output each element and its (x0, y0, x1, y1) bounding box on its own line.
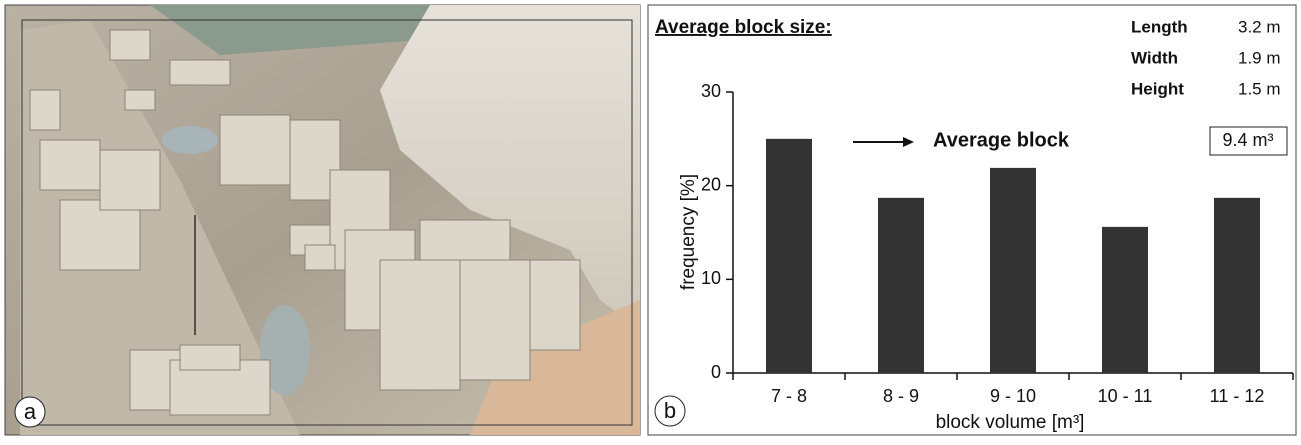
figure: a Average block size: Average block 9.4 … (0, 0, 1301, 440)
puddle (162, 126, 218, 154)
chart-title: Average block size: (655, 17, 832, 38)
x-tick-label: 7 - 8 (771, 386, 807, 406)
x-tick-label: 8 - 9 (883, 386, 919, 406)
x-tick-label: 9 - 10 (990, 386, 1036, 406)
dimension-value: 3.2 m (1238, 17, 1281, 36)
x-axis-label: block volume [m³] (936, 412, 1085, 433)
panel-label: a (24, 399, 37, 424)
y-tick-label: 30 (701, 81, 721, 101)
photo-panel: a (5, 5, 640, 435)
y-tick-label: 20 (701, 174, 721, 194)
y-tick-label: 0 (711, 362, 721, 382)
dimension-name: Width (1131, 48, 1178, 67)
bar (990, 168, 1036, 373)
dimension-name: Length (1131, 17, 1188, 36)
bar (766, 139, 812, 373)
x-tick-label: 11 - 12 (1210, 386, 1265, 406)
page: a Average block size: Average block 9.4 … (0, 0, 1301, 445)
x-tick-label: 10 - 11 (1098, 386, 1153, 406)
annotation: Average block (933, 129, 1070, 151)
chart-panel: Average block size: Average block 9.4 m³… (648, 5, 1296, 435)
bar (878, 198, 924, 373)
dimension-name: Height (1131, 79, 1184, 98)
dimension-value: 1.9 m (1238, 48, 1281, 67)
bar (1102, 227, 1148, 373)
average-volume: 9.4 m³ (1222, 130, 1273, 150)
y-tick-label: 10 (701, 268, 721, 288)
bar (1214, 198, 1260, 373)
chart-frame (648, 5, 1296, 435)
y-axis-label: frequency [%] (678, 174, 699, 290)
panel-label: b (664, 398, 676, 423)
dimension-value: 1.5 m (1238, 79, 1281, 98)
